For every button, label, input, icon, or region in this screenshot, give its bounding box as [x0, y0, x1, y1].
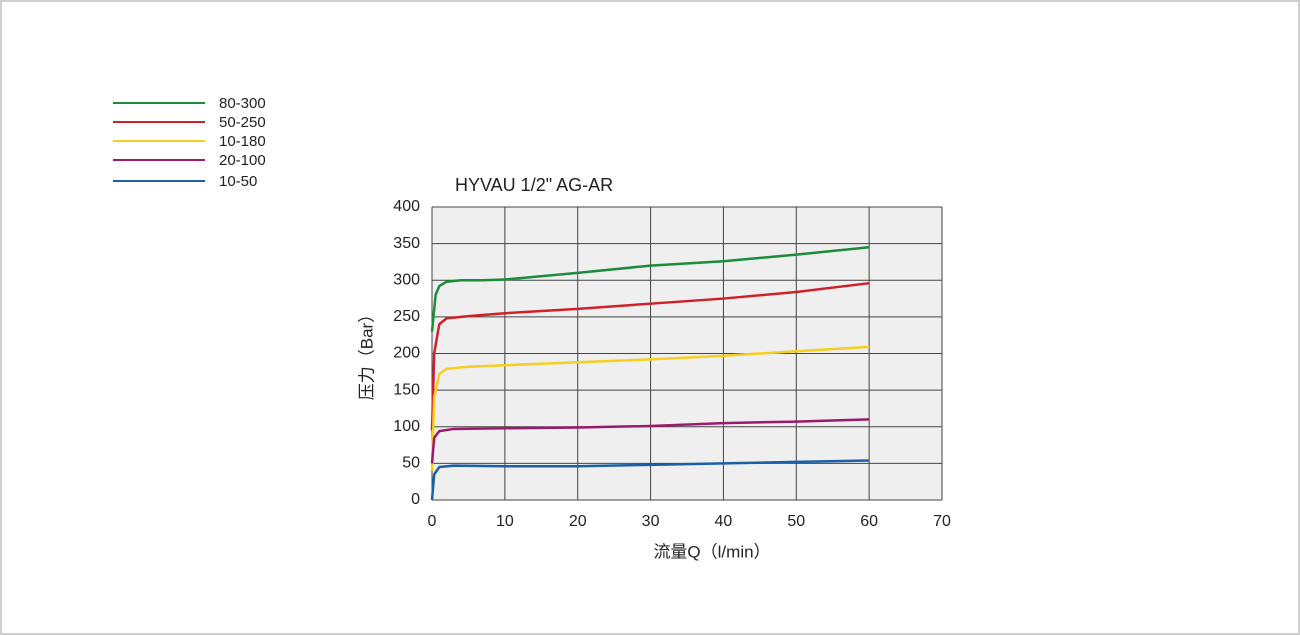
legend-label: 50-250	[219, 114, 266, 131]
x-tick-label: 50	[787, 513, 805, 530]
x-tick-label: 40	[715, 513, 733, 530]
y-tick-label: 200	[393, 345, 420, 362]
y-tick-label: 50	[402, 455, 420, 472]
y-tick-label: 300	[393, 271, 420, 288]
series-line	[430, 246, 870, 332]
series-line	[430, 459, 870, 501]
legend-label: 10-50	[219, 173, 257, 190]
y-tick-label: 0	[411, 491, 420, 508]
x-tick-label: 0	[428, 513, 437, 530]
x-tick-label: 10	[496, 513, 514, 530]
y-tick-label: 100	[393, 418, 420, 435]
x-tick-label: 70	[933, 513, 951, 530]
series-line	[430, 418, 870, 464]
legend-label: 20-100	[219, 152, 266, 169]
series-line	[430, 345, 870, 471]
x-tick-label: 20	[569, 513, 587, 530]
y-tick-label: 400	[393, 198, 420, 215]
series-line	[430, 281, 870, 431]
x-tick-label: 30	[642, 513, 660, 530]
y-tick-label: 150	[393, 381, 420, 398]
legend-label: 80-300	[219, 95, 266, 112]
y-tick-label: 350	[393, 235, 420, 252]
chart-title: HYVAU 1/2" AG-AR	[455, 175, 613, 195]
x-axis-title: 流量Q（l/min）	[653, 542, 770, 561]
legend-label: 10-180	[219, 133, 266, 150]
y-tick-label: 250	[393, 308, 420, 325]
x-tick-label: 60	[860, 513, 878, 530]
y-axis-title: 压力（Bar）	[357, 306, 376, 400]
